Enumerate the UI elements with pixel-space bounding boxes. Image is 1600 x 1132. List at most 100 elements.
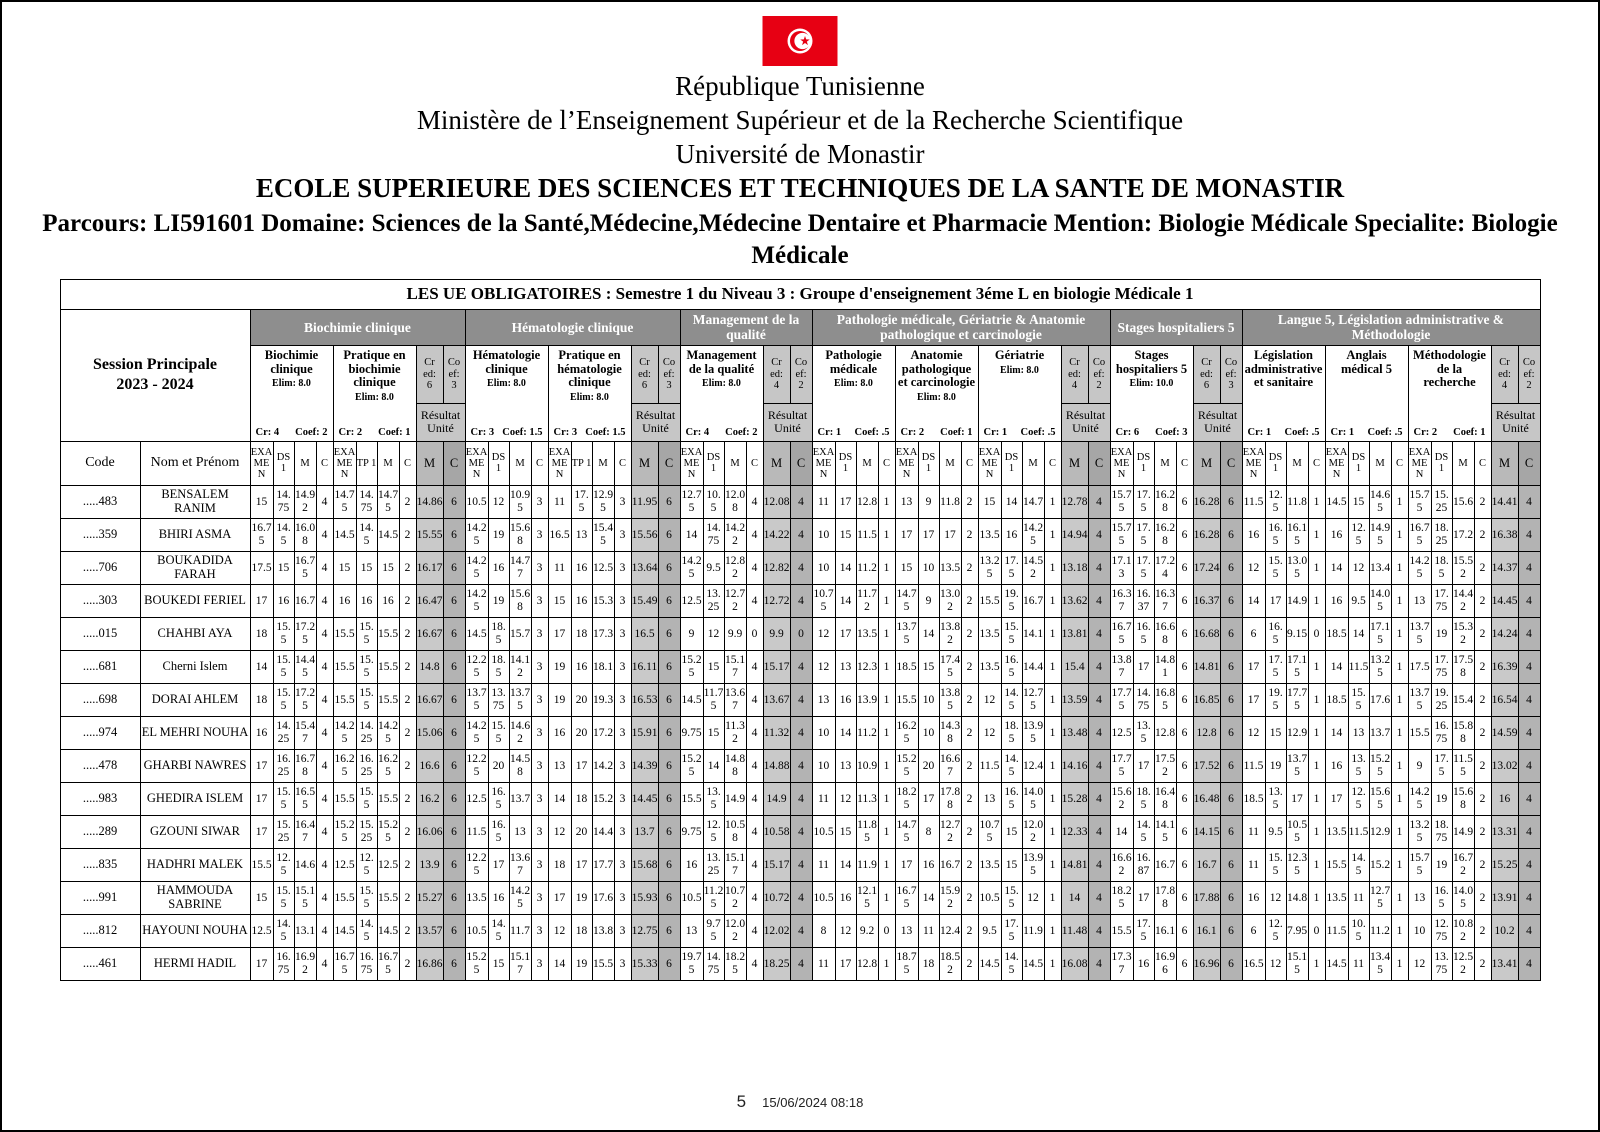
ds-grade: 15 bbox=[834, 517, 857, 552]
module-credit: 4 bbox=[745, 649, 764, 684]
module-credit: 3 bbox=[530, 913, 549, 948]
module-credit: 4 bbox=[315, 550, 334, 585]
module-credit: 3 bbox=[530, 484, 549, 519]
module-average: 13.75 bbox=[1285, 748, 1309, 783]
unit-m-header: M bbox=[1192, 440, 1221, 486]
unit-result-header: Résultat Unité bbox=[630, 402, 681, 442]
module-credit: 1 bbox=[877, 781, 896, 816]
ds-grade: 14 bbox=[834, 550, 857, 585]
module-average: 11.9 bbox=[1021, 913, 1045, 948]
module-credit: 4 bbox=[745, 847, 764, 882]
module-average: 14.25 bbox=[1021, 517, 1045, 552]
module-header: Législation administrative et sanitaire C… bbox=[1241, 344, 1326, 442]
module-credit: 2 bbox=[1473, 715, 1492, 750]
grade-column-header: EXAMEN bbox=[1241, 440, 1266, 486]
unit-average: 14.94 bbox=[1060, 517, 1089, 552]
ds-grade: 18 bbox=[570, 781, 593, 816]
module-credit: 3 bbox=[530, 847, 549, 882]
exam-grade: 15.25 bbox=[464, 946, 489, 981]
exam-grade: 12 bbox=[977, 715, 1002, 750]
unit-credit: 4 bbox=[1087, 715, 1111, 750]
unit-average: 16.48 bbox=[1192, 781, 1221, 816]
module-credit: 2 bbox=[1473, 748, 1492, 783]
unit-credit: 6 bbox=[657, 484, 681, 519]
header-university: Université de Monastir bbox=[675, 138, 925, 169]
ds-grade: 14 bbox=[917, 616, 940, 651]
ds-grade: 16 bbox=[355, 583, 378, 618]
module-average: 14.2 bbox=[591, 748, 615, 783]
student-code: .....974 bbox=[59, 715, 141, 750]
unit-average: 13.57 bbox=[415, 913, 444, 948]
module-average: 11.8 bbox=[1285, 484, 1309, 519]
unit-credit: 6 bbox=[1219, 682, 1243, 717]
module-average: 11.9 bbox=[855, 847, 879, 882]
credit-header: Cr ed: 4 bbox=[1060, 344, 1089, 404]
ds-grade: 13.5 bbox=[1132, 715, 1155, 750]
unit-c-header: C bbox=[1087, 440, 1111, 486]
ds-grade: 13.5 bbox=[1264, 781, 1287, 816]
module-average: 12.52 bbox=[1451, 946, 1475, 981]
student-name: GZOUNI SIWAR bbox=[139, 814, 251, 849]
module-header: Stages hospitaliers 5 Elim: 10.0 Cr: 6 Coef… bbox=[1109, 344, 1194, 442]
module-credit: 4 bbox=[315, 814, 334, 849]
module-credit: 6 bbox=[1175, 616, 1194, 651]
exam-grade: 13.75 bbox=[1407, 682, 1432, 717]
module-header: Hématologie clinique Elim: 8.0 Cr: 3 Coef: … bbox=[464, 344, 549, 442]
unit-credit: 4 bbox=[1517, 682, 1541, 717]
ds-grade: 12.5 bbox=[355, 847, 378, 882]
exam-grade: 14.5 bbox=[679, 682, 704, 717]
exam-grade: 16.37 bbox=[1109, 583, 1134, 618]
module-credit: 2 bbox=[398, 880, 417, 915]
student-name: GHEDIRA ISLEM bbox=[139, 781, 251, 816]
ds-grade: 15 bbox=[702, 649, 725, 684]
coef-header: Co ef: 2 bbox=[1087, 344, 1111, 404]
unit-average: 11.32 bbox=[762, 715, 791, 750]
module-credit: 1 bbox=[877, 814, 896, 849]
exam-grade: 17 bbox=[894, 847, 919, 882]
module-average: 17 bbox=[938, 517, 962, 552]
module-average: 9.9 bbox=[723, 616, 747, 651]
module-average: 15.92 bbox=[938, 880, 962, 915]
grade-column-header: DS 1 bbox=[834, 440, 857, 486]
module-average: 12.35 bbox=[1285, 847, 1309, 882]
student-row: .....706 BOUKADIDA FARAH 17.5 15 16.75 4 15 15 1… bbox=[59, 550, 1541, 585]
module-average: 13.75 bbox=[508, 682, 532, 717]
coef-header: Co ef: 3 bbox=[657, 344, 681, 404]
module-average: 11.72 bbox=[855, 583, 879, 618]
student-code: .....483 bbox=[59, 484, 141, 519]
grade-column-header: C bbox=[1390, 440, 1409, 486]
grade-column-header: C bbox=[315, 440, 334, 486]
ds-grade: 16 bbox=[834, 880, 857, 915]
ds-grade: 17 bbox=[570, 847, 593, 882]
ds-grade: 15.5 bbox=[1000, 616, 1023, 651]
unit-average: 16.54 bbox=[1490, 682, 1519, 717]
module-average: 13.85 bbox=[938, 682, 962, 717]
ds-grade: 16.5 bbox=[1000, 649, 1023, 684]
exam-grade: 15 bbox=[249, 880, 274, 915]
exam-grade: 17 bbox=[1324, 781, 1349, 816]
module-credit: 3 bbox=[530, 748, 549, 783]
student-code: .....359 bbox=[59, 517, 141, 552]
module-average: 15.88 bbox=[1451, 715, 1475, 750]
unit-credit: 4 bbox=[789, 484, 813, 519]
student-row: .....483 BENSALEM RANIM 15 14.75 14.92 4 14.75… bbox=[59, 484, 1541, 519]
grade-column-header: M bbox=[1153, 440, 1177, 486]
module-average: 15.68 bbox=[1451, 781, 1475, 816]
module-credit: 1 bbox=[1307, 649, 1326, 684]
exam-grade: 16 bbox=[1324, 517, 1349, 552]
ds-grade: 16 bbox=[487, 550, 510, 585]
unit-average: 16.96 bbox=[1192, 946, 1221, 981]
ds-grade: 17.5 bbox=[1132, 484, 1155, 519]
exam-grade: 15.25 bbox=[332, 814, 357, 849]
module-average: 10.9 bbox=[855, 748, 879, 783]
unit-average: 13.18 bbox=[1060, 550, 1089, 585]
unit-average: 16.47 bbox=[415, 583, 444, 618]
grade-column-header: C bbox=[398, 440, 417, 486]
unit-c-header: C bbox=[1517, 440, 1541, 486]
exam-grade: 16 bbox=[1324, 583, 1349, 618]
credit-header: Cr ed: 6 bbox=[630, 344, 659, 404]
module-credit: 2 bbox=[398, 682, 417, 717]
exam-grade: 15.75 bbox=[1109, 517, 1134, 552]
student-code: .....983 bbox=[59, 781, 141, 816]
module-credit: 1 bbox=[1390, 946, 1409, 981]
